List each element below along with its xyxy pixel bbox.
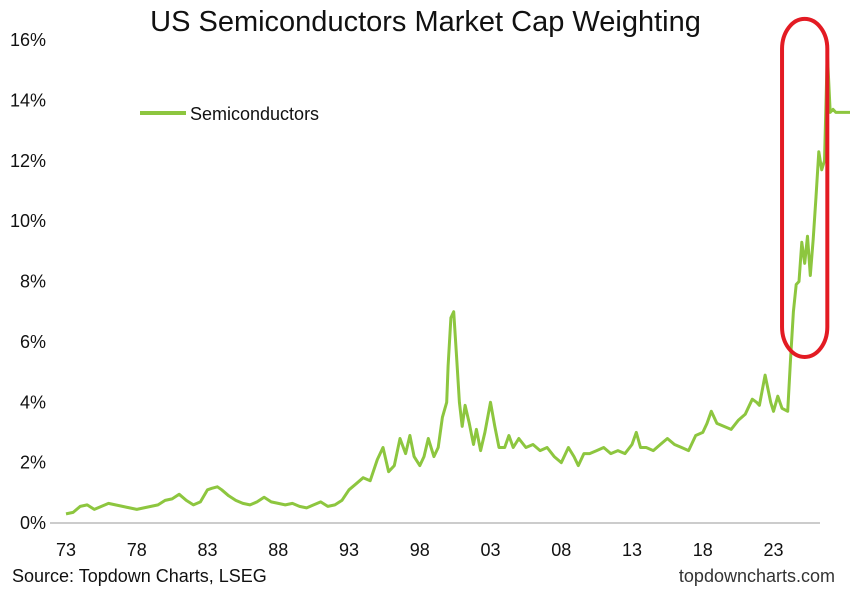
x-tick-label: 13 bbox=[622, 540, 642, 560]
x-tick-label: 23 bbox=[764, 540, 784, 560]
x-tick-label: 18 bbox=[693, 540, 713, 560]
x-tick-label: 08 bbox=[551, 540, 571, 560]
x-tick-label: 88 bbox=[268, 540, 288, 560]
x-tick-label: 73 bbox=[56, 540, 76, 560]
y-tick-label: 6% bbox=[20, 332, 46, 352]
legend-label-semiconductors: Semiconductors bbox=[190, 104, 319, 124]
x-tick-label: 93 bbox=[339, 540, 359, 560]
highlight-layer bbox=[780, 16, 830, 359]
y-tick-label: 4% bbox=[20, 392, 46, 412]
chart-title: US Semiconductors Market Cap Weighting bbox=[150, 6, 701, 38]
y-tick-label: 16% bbox=[10, 30, 46, 50]
y-tick-label: 14% bbox=[10, 90, 46, 110]
legend: Semiconductors bbox=[140, 104, 319, 124]
y-tick-label: 12% bbox=[10, 151, 46, 171]
y-tick-label: 2% bbox=[20, 453, 46, 473]
x-tick-label: 03 bbox=[481, 540, 501, 560]
series-line-semiconductors bbox=[65, 50, 850, 516]
highlight-box bbox=[780, 16, 830, 359]
x-tick-label: 98 bbox=[410, 540, 430, 560]
x-tick-label: 83 bbox=[197, 540, 217, 560]
brand-watermark: topdowncharts.com bbox=[678, 566, 835, 586]
x-tick-label: 78 bbox=[127, 540, 147, 560]
y-tick-label: 0% bbox=[20, 513, 46, 533]
source-note: Source: Topdown Charts, LSEG bbox=[12, 566, 267, 586]
y-tick-label: 10% bbox=[10, 211, 46, 231]
series-layer bbox=[65, 50, 850, 516]
x-tick-labels: 73 78 83 88 93 98 03 08 13 18 23 bbox=[56, 540, 784, 560]
y-tick-label: 8% bbox=[20, 272, 46, 292]
y-tick-labels: 0% 2% 4% 6% 8% 10% 12% 14% 16% bbox=[10, 30, 46, 533]
